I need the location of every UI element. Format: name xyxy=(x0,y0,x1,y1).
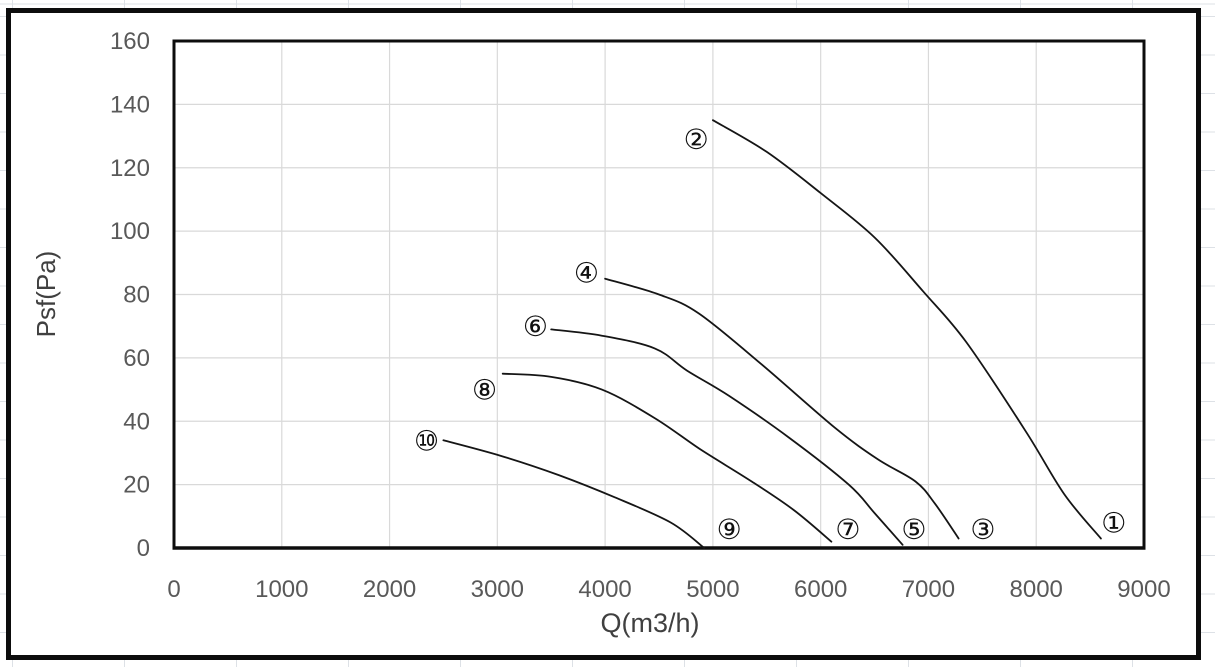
x-tick-5000: 5000 xyxy=(686,576,739,603)
fan-curve-speed-4 xyxy=(501,372,833,543)
y-tick-120: 120 xyxy=(110,155,150,182)
curve-label-③: ③ xyxy=(970,513,995,546)
x-tick-0: 0 xyxy=(167,576,180,603)
x-axis-title: Q(m3/h) xyxy=(600,608,699,638)
y-tick-100: 100 xyxy=(110,218,150,245)
x-tick-9000: 9000 xyxy=(1117,576,1170,603)
y-axis-title: Psf(Pa) xyxy=(31,251,61,338)
y-tick-0: 0 xyxy=(137,535,150,562)
fan-curve-speed-5 xyxy=(442,439,706,549)
x-tick-3000: 3000 xyxy=(471,576,524,603)
curve-label-⑤: ⑤ xyxy=(901,513,926,546)
y-tick-140: 140 xyxy=(110,91,150,118)
curve-label-⑨: ⑨ xyxy=(717,513,742,546)
y-tick-60: 60 xyxy=(123,345,150,372)
fan-curve-speed-2 xyxy=(604,277,960,540)
fan-performance-chart[interactable] xyxy=(6,8,1201,660)
y-tick-160: 160 xyxy=(110,28,150,55)
curve-label-⑥: ⑥ xyxy=(523,310,548,343)
fan-curve-speed-1 xyxy=(712,119,1102,540)
x-tick-6000: 6000 xyxy=(794,576,847,603)
curve-label-②: ② xyxy=(684,123,709,156)
x-tick-7000: 7000 xyxy=(902,576,955,603)
y-tick-80: 80 xyxy=(123,282,150,309)
curve-label-①: ① xyxy=(1101,507,1126,540)
curve-number-labels: ① ② ③ ④ ⑤ ⑥ ⑦ ⑧ ⑨ ⑩ xyxy=(414,123,1126,546)
x-tick-1000: 1000 xyxy=(255,576,308,603)
y-axis-tick-labels: 0 20 40 60 80 100 120 140 160 xyxy=(110,28,150,562)
x-axis-tick-labels: 0 1000 2000 3000 4000 5000 6000 7000 8000 9000 xyxy=(167,576,1170,603)
curve-label-⑩: ⑩ xyxy=(414,424,439,457)
x-tick-2000: 2000 xyxy=(363,576,416,603)
y-tick-40: 40 xyxy=(123,408,150,435)
x-tick-4000: 4000 xyxy=(578,576,631,603)
curve-label-⑦: ⑦ xyxy=(835,513,860,546)
curve-label-④: ④ xyxy=(574,256,599,289)
fan-curves xyxy=(442,119,1102,549)
fan-curve-speed-3 xyxy=(550,328,904,546)
y-tick-20: 20 xyxy=(123,472,150,499)
x-tick-8000: 8000 xyxy=(1010,576,1063,603)
curve-label-⑧: ⑧ xyxy=(472,374,497,407)
